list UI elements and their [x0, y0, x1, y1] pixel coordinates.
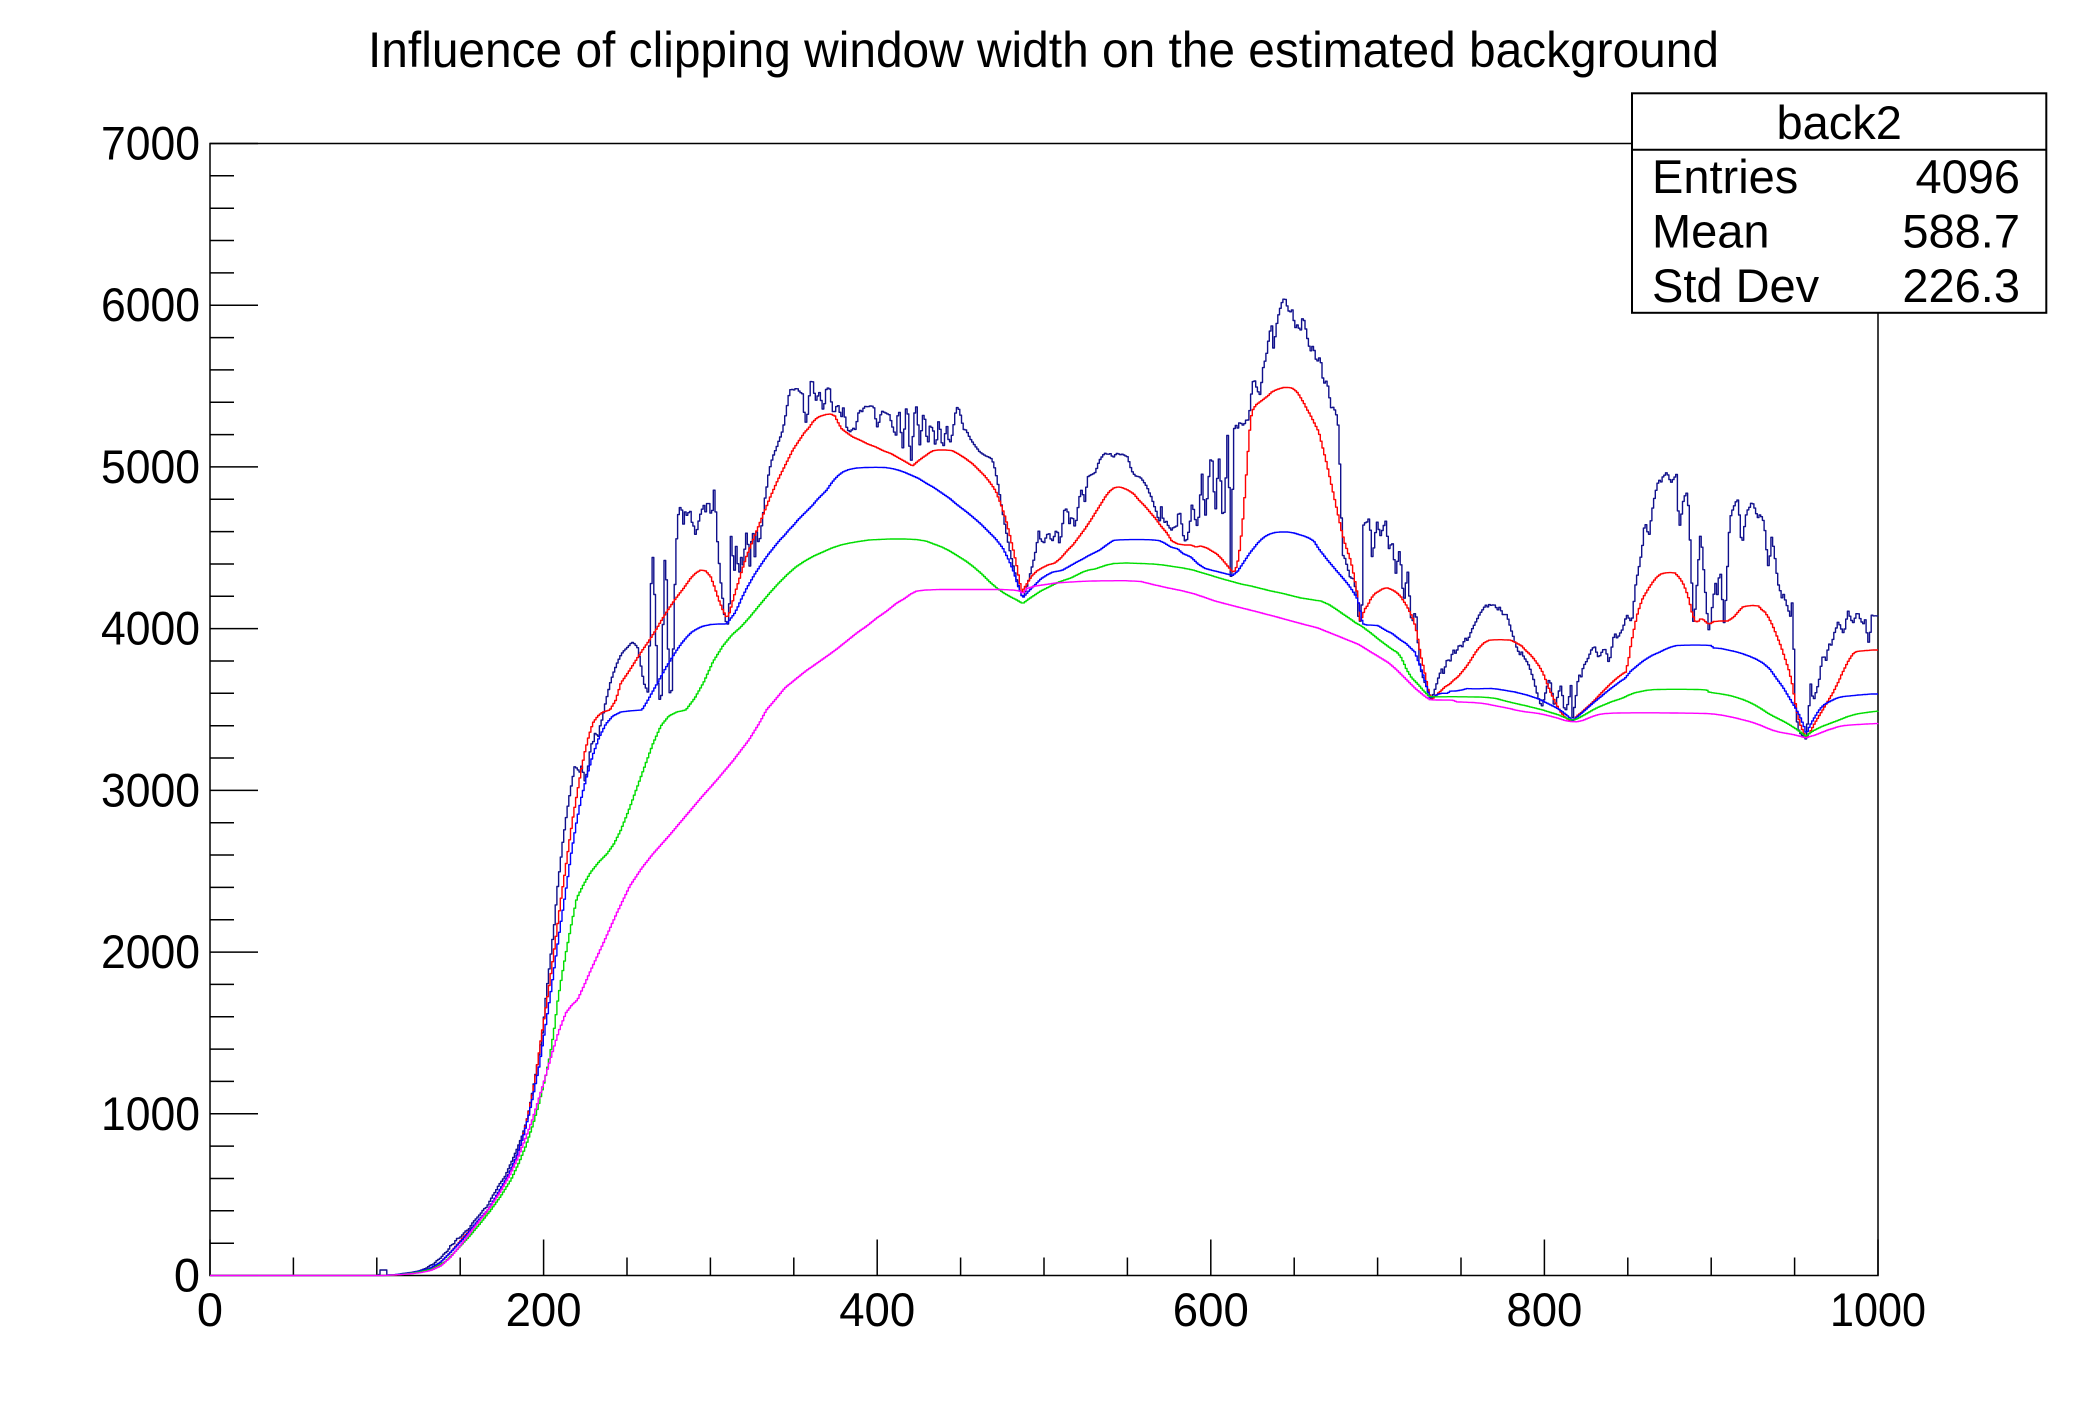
svg-text:Entries: Entries — [1652, 150, 1798, 203]
svg-text:Influence of clipping window w: Influence of clipping window width on th… — [368, 22, 1719, 78]
svg-text:0: 0 — [174, 1249, 200, 1302]
svg-text:1000: 1000 — [101, 1087, 200, 1140]
svg-text:back2: back2 — [1776, 96, 1901, 149]
svg-text:5000: 5000 — [101, 440, 200, 493]
svg-text:588.7: 588.7 — [1902, 204, 2020, 257]
svg-text:Mean: Mean — [1652, 204, 1770, 257]
svg-text:3000: 3000 — [101, 763, 200, 816]
svg-text:600: 600 — [1173, 1283, 1249, 1336]
svg-text:1000: 1000 — [1830, 1283, 1926, 1336]
svg-text:0: 0 — [197, 1283, 223, 1336]
svg-text:800: 800 — [1506, 1283, 1582, 1336]
svg-text:7000: 7000 — [101, 117, 200, 170]
svg-text:200: 200 — [506, 1283, 582, 1336]
svg-text:Std Dev: Std Dev — [1652, 259, 1820, 312]
svg-text:226.3: 226.3 — [1902, 259, 2020, 312]
svg-text:400: 400 — [839, 1283, 915, 1336]
svg-text:4096: 4096 — [1915, 150, 2020, 203]
svg-text:6000: 6000 — [101, 278, 200, 331]
svg-text:2000: 2000 — [101, 925, 200, 978]
svg-text:4000: 4000 — [101, 602, 200, 655]
